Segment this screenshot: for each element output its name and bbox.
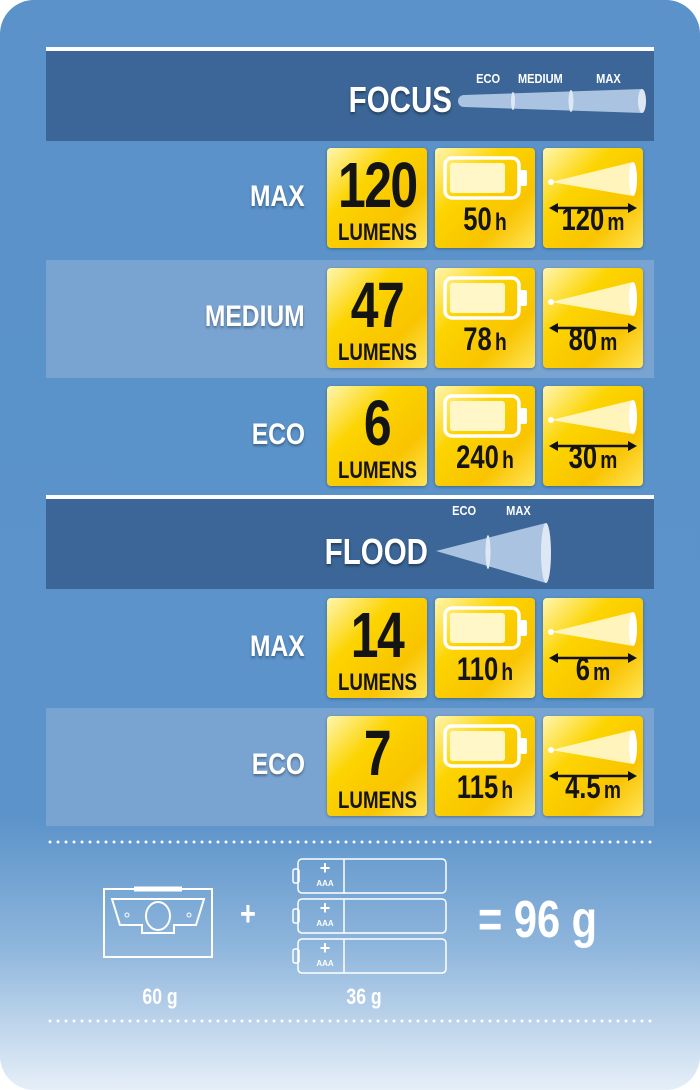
runtime-tile: 115 h bbox=[435, 716, 535, 816]
batteries-weight: 36 g bbox=[346, 984, 382, 1009]
divider-line bbox=[46, 47, 654, 51]
battery-icon bbox=[443, 156, 529, 200]
lumens-value: 7 bbox=[363, 717, 392, 789]
dotted-divider bbox=[46, 1019, 654, 1023]
battery-plus: + bbox=[319, 898, 331, 918]
runtime-tile: 240 h bbox=[435, 386, 535, 486]
battery-type: AAA bbox=[316, 879, 334, 888]
distance-value: 30 m bbox=[553, 441, 633, 480]
distance-value: 4.5 m bbox=[553, 771, 633, 810]
aaa-battery-icon: + AAA bbox=[292, 898, 448, 934]
mode-label: MAX bbox=[250, 180, 305, 213]
distance-unit: m bbox=[600, 447, 618, 474]
battery-plus: + bbox=[319, 858, 331, 878]
runtime-value: 50 h bbox=[445, 203, 525, 242]
distance-tile: 30 m bbox=[543, 386, 643, 486]
beam-label: MEDIUM bbox=[517, 71, 563, 86]
battery-icon bbox=[443, 724, 529, 768]
distance-value: 120 m bbox=[553, 203, 633, 242]
mode-label: ECO bbox=[251, 418, 305, 451]
distance-number: 4.5 bbox=[565, 769, 601, 805]
mode-label: MEDIUM bbox=[205, 300, 305, 333]
lumens-value: 6 bbox=[363, 387, 392, 459]
total-weight: = 96 g bbox=[478, 891, 598, 949]
mode-label: ECO bbox=[251, 748, 305, 781]
lumens-tile: 14 LUMENS bbox=[327, 598, 427, 698]
runtime-unit: h bbox=[501, 659, 514, 686]
aaa-battery-icon: + AAA bbox=[292, 938, 448, 974]
runtime-unit: h bbox=[502, 447, 514, 474]
distance-unit: m bbox=[603, 777, 621, 804]
runtime-number: 240 bbox=[456, 439, 499, 475]
runtime-tile: 78 h bbox=[435, 268, 535, 368]
lumens-unit: LUMENS bbox=[338, 339, 418, 366]
aaa-battery-icon: + AAA bbox=[292, 858, 448, 894]
runtime-unit: h bbox=[501, 777, 514, 804]
distance-number: 30 bbox=[568, 439, 598, 475]
lamp-weight: 60 g bbox=[142, 984, 178, 1009]
divider-line bbox=[46, 495, 654, 499]
beam-label: MAX bbox=[506, 503, 531, 518]
mode-label: MAX bbox=[250, 630, 305, 663]
runtime-unit: h bbox=[494, 209, 507, 236]
lumens-value: 120 bbox=[338, 149, 418, 221]
plus-sign: + bbox=[239, 895, 256, 933]
runtime-value: 78 h bbox=[445, 323, 525, 362]
distance-unit: m bbox=[607, 209, 625, 236]
lumens-unit: LUMENS bbox=[338, 219, 418, 246]
battery-type: AAA bbox=[316, 919, 334, 928]
runtime-number: 115 bbox=[456, 769, 499, 805]
battery-icon bbox=[443, 394, 529, 438]
distance-number: 6 bbox=[575, 651, 590, 687]
distance-value: 80 m bbox=[553, 323, 633, 362]
battery-icon bbox=[443, 276, 529, 320]
lumens-unit: LUMENS bbox=[338, 787, 418, 814]
lumens-unit: LUMENS bbox=[338, 457, 418, 484]
distance-unit: m bbox=[600, 329, 618, 356]
beam-label: MAX bbox=[596, 71, 621, 86]
runtime-number: 110 bbox=[456, 651, 499, 687]
lumens-tile: 120 LUMENS bbox=[327, 148, 427, 248]
distance-unit: m bbox=[593, 659, 611, 686]
runtime-unit: h bbox=[494, 329, 507, 356]
section-title: FLOOD bbox=[324, 531, 428, 572]
headlamp-icon bbox=[103, 886, 213, 958]
battery-icon bbox=[443, 606, 529, 650]
distance-tile: 4.5 m bbox=[543, 716, 643, 816]
runtime-number: 50 bbox=[463, 201, 492, 237]
distance-tile: 120 m bbox=[543, 148, 643, 248]
beam-label: ECO bbox=[452, 503, 477, 518]
runtime-value: 110 h bbox=[445, 653, 525, 692]
flood-beam-icon bbox=[436, 523, 551, 583]
section-header-focus: FOCUS ECO MEDIUM MAX bbox=[46, 51, 654, 141]
section-title: FOCUS bbox=[348, 79, 452, 120]
runtime-value: 240 h bbox=[445, 441, 525, 480]
section-header-flood: FLOOD ECO MAX bbox=[46, 499, 654, 589]
lumens-value: 14 bbox=[350, 599, 405, 671]
runtime-tile: 110 h bbox=[435, 598, 535, 698]
beam-label: ECO bbox=[476, 71, 501, 86]
lumens-value: 47 bbox=[350, 269, 405, 341]
battery-plus: + bbox=[319, 938, 331, 958]
lumens-tile: 6 LUMENS bbox=[327, 386, 427, 486]
battery-type: AAA bbox=[316, 959, 334, 968]
dotted-divider bbox=[46, 840, 654, 844]
focus-beam-icon bbox=[458, 89, 646, 113]
distance-number: 80 bbox=[568, 321, 598, 357]
lumens-tile: 7 LUMENS bbox=[327, 716, 427, 816]
runtime-tile: 50 h bbox=[435, 148, 535, 248]
runtime-number: 78 bbox=[463, 321, 492, 357]
distance-number: 120 bbox=[561, 201, 605, 237]
lumens-tile: 47 LUMENS bbox=[327, 268, 427, 368]
distance-tile: 80 m bbox=[543, 268, 643, 368]
runtime-value: 115 h bbox=[445, 771, 525, 810]
lumens-unit: LUMENS bbox=[338, 669, 418, 696]
